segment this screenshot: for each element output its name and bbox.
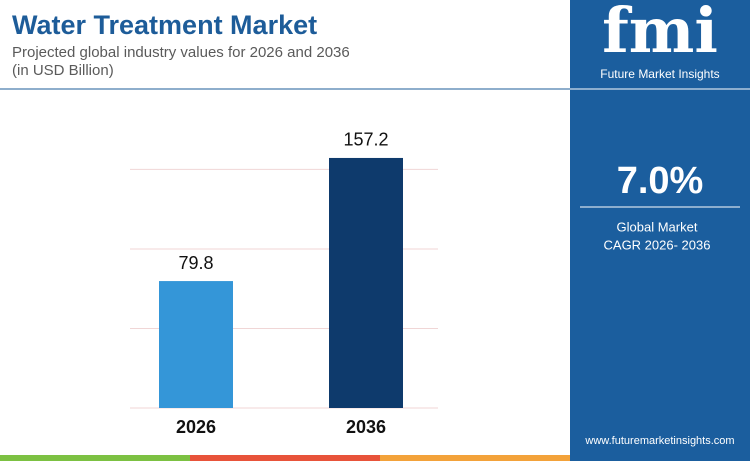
footer-stripe [380, 455, 570, 461]
footer-stripe [570, 455, 750, 461]
footer-stripe [0, 455, 190, 461]
value-label: 79.8 [178, 253, 213, 273]
website: www.futuremarketinsights.com [584, 435, 734, 447]
side-panel [570, 0, 750, 455]
value-label: 157.2 [343, 130, 388, 150]
footer-stripe [190, 455, 380, 461]
bar [329, 157, 403, 408]
logo: fmi [602, 0, 718, 67]
x-tick-label: 2036 [346, 417, 386, 437]
chart-title: Water Treatment Market [12, 10, 317, 40]
chart-subtitle: (in USD Billion) [12, 62, 114, 79]
cagr-label: Global Market [617, 219, 698, 234]
bar [159, 281, 233, 408]
chart-subtitle: Projected global industry values for 202… [12, 44, 350, 61]
cagr-label: CAGR 2026- 2036 [604, 237, 711, 252]
x-tick-label: 2026 [176, 417, 216, 437]
brand: Future Market Insights [600, 67, 719, 81]
cagr-value: 7.0% [617, 160, 704, 202]
plot: 2026 79.8 2036 157.2 [130, 130, 438, 437]
